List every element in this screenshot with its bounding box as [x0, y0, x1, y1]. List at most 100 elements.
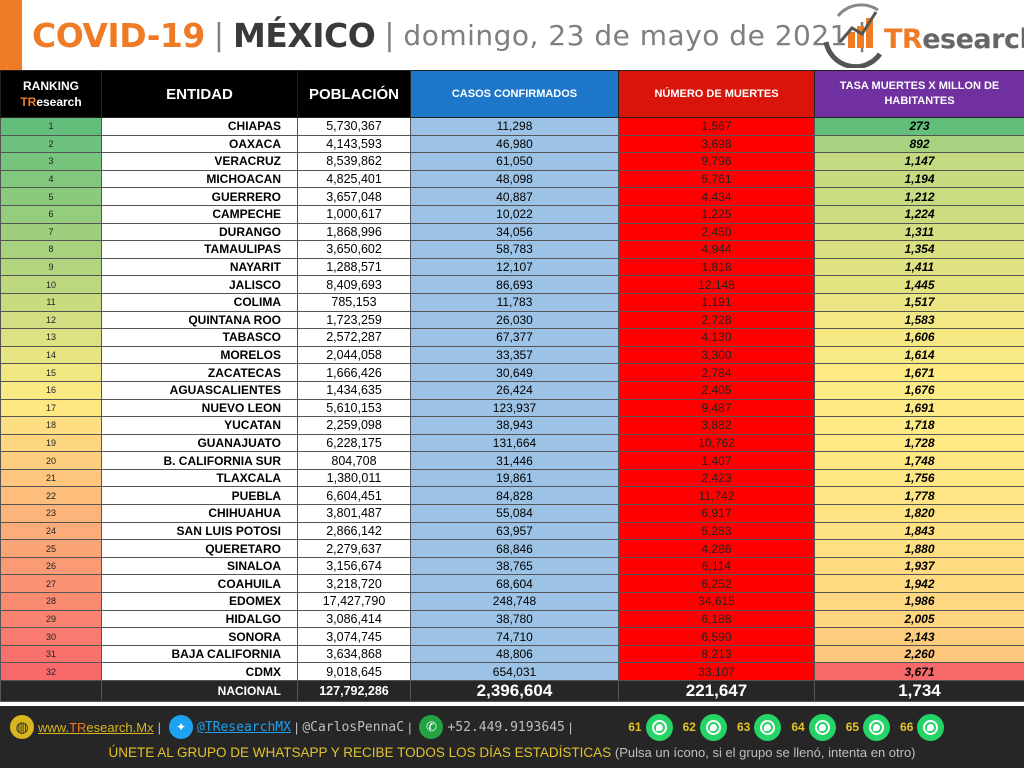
- muertes-cell: 1,567: [618, 117, 815, 136]
- muertes-cell: 2,728: [618, 310, 815, 330]
- table-row: 14 MORELOS 2,044,058 33,357 3,300 1,614: [0, 345, 1024, 365]
- whatsapp-group-number: 63: [736, 720, 751, 734]
- rank-cell: 10: [0, 275, 102, 294]
- logo-chart-icon: [823, 3, 883, 70]
- whatsapp-group-number: 65: [845, 720, 860, 734]
- whatsapp-group-64[interactable]: 64: [791, 713, 836, 741]
- tasa-cell: 2,143: [814, 627, 1024, 646]
- rank-cell: 14: [0, 345, 102, 365]
- casos-cell: 55,084: [410, 504, 619, 523]
- website-link[interactable]: www.TResearch.Mx: [38, 720, 154, 735]
- totals-casos: 2,396,604: [410, 680, 619, 702]
- tasa-cell: 1,583: [814, 310, 1024, 330]
- twitter-link[interactable]: @TResearchMX: [197, 719, 291, 735]
- rank-cell: 1: [0, 117, 102, 136]
- ranking-table-wrapper: RANKING TResearch ENTIDAD POBLACIÓN CASO…: [0, 70, 1024, 702]
- whatsapp-icon[interactable]: [645, 713, 673, 741]
- whatsapp-group-61[interactable]: 61: [628, 713, 673, 741]
- casos-cell: 11,783: [410, 292, 619, 312]
- whatsapp-icon[interactable]: [699, 713, 727, 741]
- table-row: 10 JALISCO 8,409,693 86,693 12,148 1,445: [0, 275, 1024, 294]
- table-header-row: RANKING TResearch ENTIDAD POBLACIÓN CASO…: [0, 70, 1024, 118]
- poblacion-cell: 2,572,287: [297, 328, 411, 347]
- logo-prefix: TR: [884, 24, 923, 55]
- whatsapp-group-65[interactable]: 65: [845, 713, 891, 741]
- column-header-poblacion: POBLACIÓN: [297, 70, 411, 118]
- entidad-cell: ZACATECAS: [101, 363, 298, 382]
- whatsapp-cta: ÚNETE AL GRUPO DE WHATSAPP Y RECIBE TODO…: [0, 745, 1024, 760]
- table-row: 1 CHIAPAS 5,730,367 11,298 1,567 273: [0, 117, 1024, 136]
- tasa-cell: 1,224: [814, 204, 1024, 224]
- muertes-cell: 4,130: [618, 328, 815, 347]
- muertes-cell: 4,286: [618, 539, 815, 558]
- totals-label: NACIONAL: [101, 680, 298, 702]
- rank-cell: 7: [0, 222, 102, 242]
- table-row: 12 QUINTANA ROO 1,723,259 26,030 2,728 1,583: [0, 310, 1024, 330]
- poblacion-cell: 3,074,745: [297, 627, 411, 646]
- entidad-cell: JALISCO: [101, 275, 298, 294]
- whatsapp-group-66[interactable]: 66: [900, 713, 945, 741]
- web-tr: TR: [69, 719, 87, 735]
- entidad-cell: TABASCO: [101, 328, 298, 347]
- entidad-cell: TAMAULIPAS: [101, 240, 298, 259]
- whatsapp-icon[interactable]: [863, 713, 891, 741]
- rank-cell: 22: [0, 486, 102, 506]
- whatsapp-icon[interactable]: [754, 713, 782, 741]
- muertes-cell: 6,188: [618, 609, 815, 629]
- whatsapp-icon[interactable]: [808, 713, 836, 741]
- title-separator: |: [384, 17, 395, 53]
- web-rest: esearch.Mx: [86, 719, 154, 735]
- whatsapp-group-63[interactable]: 63: [736, 713, 782, 741]
- poblacion-cell: 2,866,142: [297, 521, 411, 541]
- whatsapp-icon[interactable]: [917, 713, 945, 741]
- poblacion-cell: 785,153: [297, 292, 411, 312]
- globe-icon[interactable]: ◍: [10, 715, 34, 739]
- poblacion-cell: 17,427,790: [297, 592, 411, 611]
- ranking-table: RANKING TResearch ENTIDAD POBLACIÓN CASO…: [0, 70, 1024, 702]
- tasa-cell: 1,354: [814, 240, 1024, 259]
- twitter-icon[interactable]: ✦: [169, 715, 193, 739]
- entidad-cell: MICHOACAN: [101, 169, 298, 189]
- casos-cell: 86,693: [410, 275, 619, 294]
- column-header-muertes: NÚMERO DE MUERTES: [618, 70, 815, 118]
- tasa-cell: 1,606: [814, 328, 1024, 347]
- tasa-cell: 1,756: [814, 468, 1024, 488]
- table-row: 27 COAHUILA 3,218,720 68,604 6,252 1,942: [0, 574, 1024, 594]
- tasa-cell: 1,718: [814, 416, 1024, 435]
- tasa-cell: 892: [814, 134, 1024, 154]
- tasa-cell: 1,614: [814, 345, 1024, 365]
- tasa-cell: 1,676: [814, 380, 1024, 400]
- rank-cell: 31: [0, 644, 102, 664]
- table-row: 6 CAMPECHE 1,000,617 10,022 1,225 1,224: [0, 204, 1024, 224]
- entidad-cell: COAHUILA: [101, 574, 298, 594]
- poblacion-cell: 804,708: [297, 451, 411, 470]
- footer-separator: |: [294, 719, 299, 735]
- table-row: 26 SINALOA 3,156,674 38,765 6,114 1,937: [0, 556, 1024, 576]
- cta-note-text: (Pulsa un ícono, si el grupo se llenó, i…: [614, 745, 916, 760]
- rank-cell: 23: [0, 504, 102, 523]
- cta-main-text: ÚNETE AL GRUPO DE WHATSAPP Y RECIBE TODO…: [108, 745, 612, 760]
- table-row: 31 BAJA CALIFORNIA 3,634,868 48,806 8,213 2,2…: [0, 644, 1024, 664]
- entidad-cell: VERACRUZ: [101, 152, 298, 171]
- muertes-cell: 2,784: [618, 363, 815, 382]
- table-row: 21 TLAXCALA 1,380,011 19,861 2,423 1,756: [0, 468, 1024, 488]
- whatsapp-group-number: 62: [682, 720, 696, 734]
- accent-bar: [0, 0, 22, 70]
- rank-cell: 5: [0, 187, 102, 206]
- title-date: domingo, 23 de mayo de 2021: [403, 18, 848, 52]
- casos-cell: 68,604: [410, 574, 619, 594]
- tasa-cell: 1,147: [814, 152, 1024, 171]
- muertes-cell: 33,107: [618, 662, 815, 681]
- table-row: 17 NUEVO LEON 5,610,153 123,937 9,487 1,691: [0, 398, 1024, 418]
- tasa-cell: 3,671: [814, 662, 1024, 681]
- entidad-cell: NUEVO LEON: [101, 398, 298, 418]
- table-row: 18 YUCATAN 2,259,098 38,943 3,882 1,718: [0, 416, 1024, 435]
- totals-tasa: 1,734: [814, 680, 1024, 702]
- whatsapp-group-62[interactable]: 62: [682, 713, 727, 741]
- phone-icon[interactable]: ✆: [419, 715, 444, 739]
- muertes-cell: 4,434: [618, 187, 815, 206]
- table-row: 29 HIDALGO 3,086,414 38,780 6,188 2,005: [0, 609, 1024, 629]
- muertes-cell: 8,213: [618, 644, 815, 664]
- casos-cell: 26,424: [410, 380, 619, 400]
- table-row: 20 B. CALIFORNIA SUR 804,708 31,446 1,407 1,7…: [0, 451, 1024, 470]
